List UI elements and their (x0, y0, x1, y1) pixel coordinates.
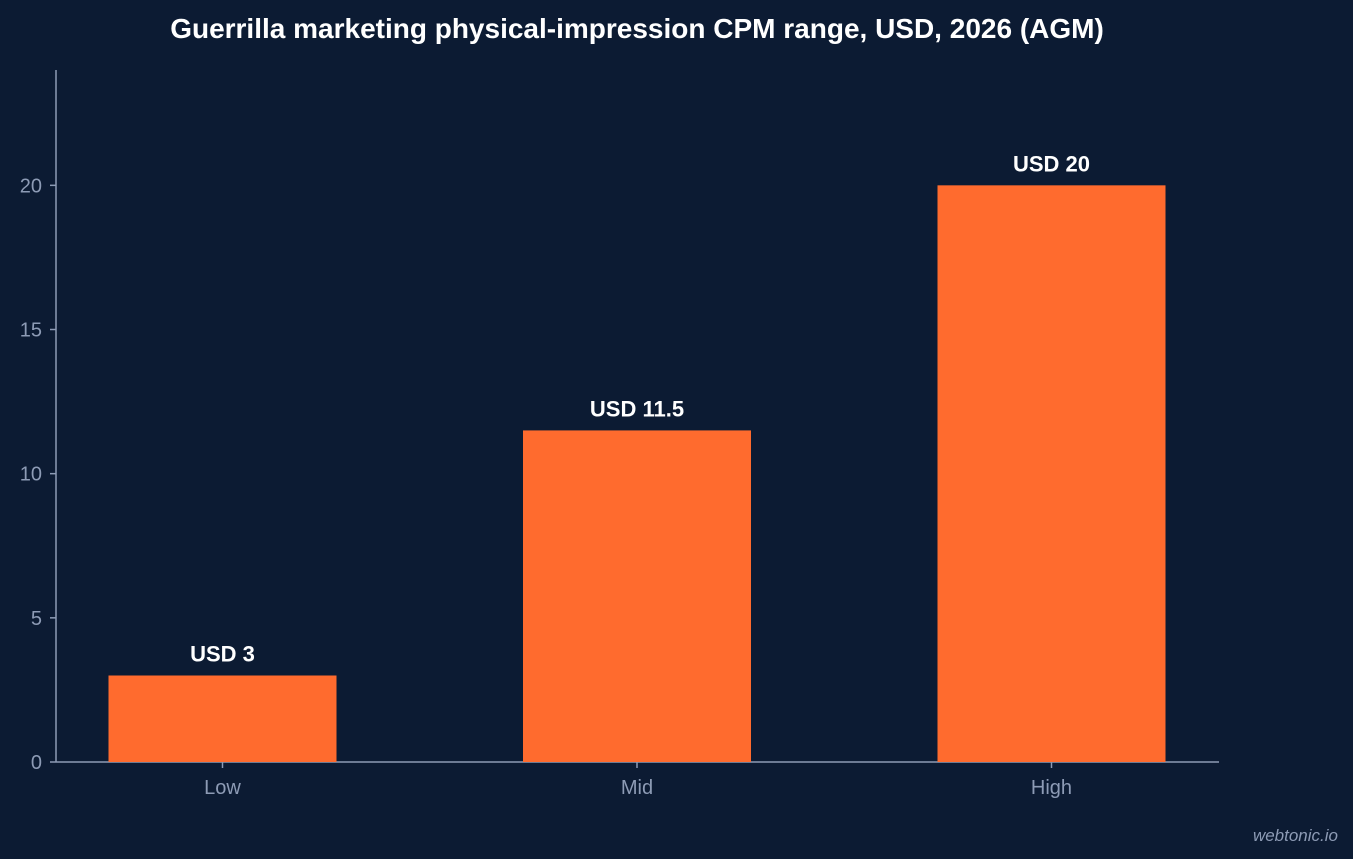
y-tick-label: 20 (20, 175, 42, 197)
y-tick-label: 10 (20, 464, 42, 486)
y-tick-label: 15 (20, 320, 42, 342)
bar-high (937, 185, 1166, 763)
y-axis: 0 5 10 15 20 (20, 70, 57, 774)
x-tick-label: High (1031, 777, 1072, 799)
data-labels: USD 3 USD 11.5 USD 20 (190, 151, 1090, 666)
bar-mid (523, 430, 751, 762)
x-tick-label: Mid (621, 777, 653, 799)
data-label-high: USD 20 (1013, 151, 1090, 176)
data-label-mid: USD 11.5 (590, 396, 684, 421)
watermark: webtonic.io (1253, 826, 1338, 845)
x-axis: Low Mid High (56, 761, 1219, 799)
y-tick-label: 0 (31, 752, 42, 774)
chart-title: Guerrilla marketing physical-impression … (170, 13, 1104, 44)
y-tick-label: 5 (31, 608, 42, 630)
bar-low (108, 675, 337, 762)
data-label-low: USD 3 (190, 642, 255, 667)
x-tick-label: Low (204, 777, 241, 799)
bars (108, 185, 1166, 763)
